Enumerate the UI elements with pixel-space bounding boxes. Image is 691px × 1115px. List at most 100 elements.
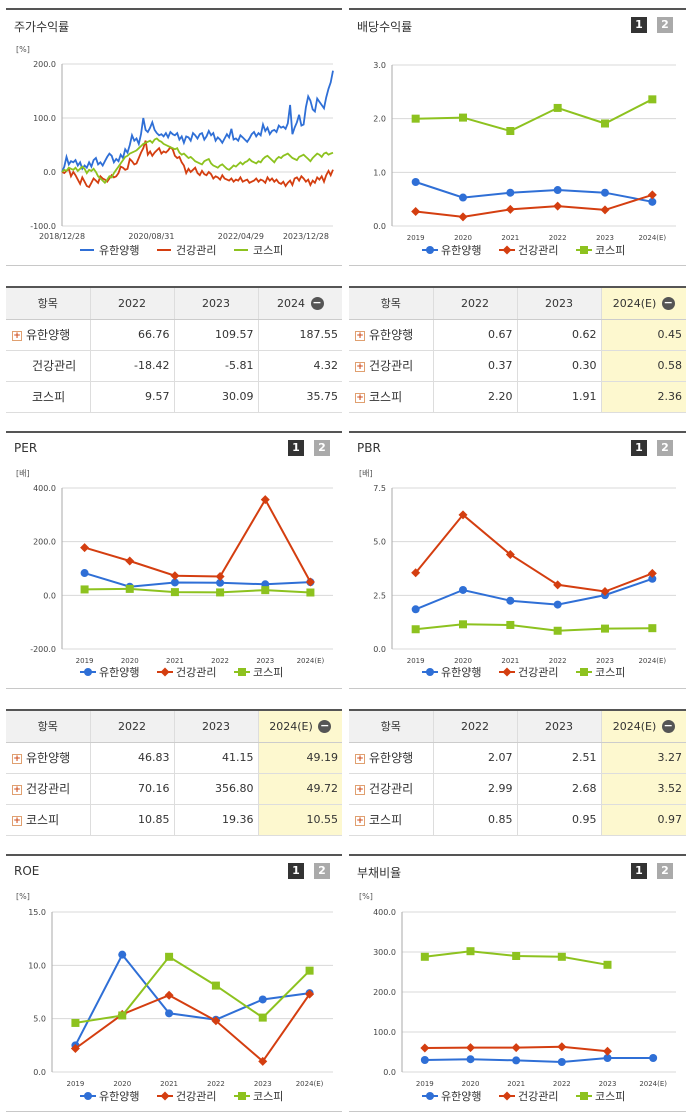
- y-tick-label: 0.0: [373, 645, 386, 654]
- cell: 109.57: [174, 319, 259, 351]
- col-header-last: 2024(E) −: [601, 287, 686, 320]
- pbr-table: 항목 2022 2023 2024(E) − + 유한양행 2.07 2.51 3…: [349, 709, 686, 836]
- page-1-button[interactable]: 1: [631, 17, 647, 33]
- expand-icon[interactable]: +: [355, 330, 365, 341]
- cell: 0.45: [601, 319, 686, 351]
- x-tick-label: 2024(E): [638, 657, 666, 665]
- page-2-button[interactable]: 2: [314, 440, 330, 456]
- row-name: + 유한양행: [349, 742, 434, 774]
- expand-icon[interactable]: +: [12, 330, 22, 341]
- table-row: + 유한양행 46.83 41.15 49.19: [6, 742, 342, 774]
- legend-label: 유한양행: [99, 244, 139, 257]
- table-row: + 유한양행 0.67 0.62 0.45: [349, 319, 686, 351]
- x-tick-label: 2019: [76, 657, 94, 665]
- page-1-button[interactable]: 1: [288, 440, 304, 456]
- page-1-button[interactable]: 1: [631, 440, 647, 456]
- data-point: [647, 190, 657, 200]
- cell: 2.07: [433, 742, 518, 774]
- data-point: [170, 588, 179, 597]
- stock-return-table: 항목 2022 2023 2024 − + 유한양행 66.76 109.57 1…: [6, 286, 342, 413]
- col-header: 2022: [90, 287, 175, 320]
- data-point: [557, 952, 566, 961]
- data-point: [170, 571, 180, 581]
- data-point: [553, 201, 563, 211]
- y-tick-label: 3.0: [373, 61, 386, 70]
- y-tick-label: 0.0: [43, 168, 56, 177]
- data-point: [603, 1046, 612, 1056]
- row-name: + 건강관리: [6, 773, 91, 805]
- table-row: + 건강관리 70.16 356.80 49.72: [6, 773, 342, 805]
- y-tick-label: -100.0: [30, 222, 56, 231]
- data-point: [648, 574, 657, 583]
- x-tick-label: 2019: [407, 657, 425, 665]
- data-point: [512, 1056, 521, 1065]
- data-point: [506, 596, 515, 605]
- x-tick-label: 2024(E): [638, 234, 666, 242]
- data-point: [459, 193, 467, 202]
- data-point: [557, 1042, 567, 1052]
- data-point: [260, 495, 270, 505]
- legend-label: 유한양행: [441, 666, 481, 679]
- page-1-button[interactable]: 1: [631, 863, 647, 879]
- y-tick-label: -200.0: [30, 645, 56, 654]
- data-point: [600, 205, 610, 215]
- series-line: [415, 181, 653, 203]
- legend-label: 건강관리: [518, 666, 558, 679]
- page-2-button[interactable]: 2: [657, 440, 673, 456]
- data-point: [420, 952, 429, 961]
- data-point: [258, 1056, 268, 1066]
- expand-icon[interactable]: +: [355, 815, 365, 826]
- row-name: 건강관리: [6, 350, 91, 382]
- data-point: [411, 207, 421, 217]
- table-row: + 유한양행 66.76 109.57 187.55: [6, 319, 342, 351]
- row-name: + 유한양행: [6, 319, 91, 351]
- x-tick-label: 2019: [407, 234, 425, 242]
- legend-label: 코스피: [253, 244, 283, 257]
- y-tick-label: 400.0: [373, 908, 396, 917]
- panel-title: 배당수익률: [357, 20, 413, 34]
- data-point: [601, 624, 609, 633]
- col-header: 2023: [174, 287, 259, 320]
- page-2-button[interactable]: 2: [657, 17, 673, 33]
- collapse-icon[interactable]: −: [318, 719, 332, 733]
- expand-icon[interactable]: +: [355, 784, 365, 795]
- legend-marker: [502, 1091, 512, 1101]
- data-point: [420, 1056, 429, 1064]
- expand-icon[interactable]: +: [12, 815, 22, 826]
- expand-icon[interactable]: +: [355, 392, 365, 403]
- row-name: 코스피: [6, 381, 91, 413]
- row-name: + 건강관리: [349, 773, 434, 805]
- y-tick-label: 5.0: [33, 1015, 46, 1024]
- expand-icon[interactable]: +: [12, 784, 22, 795]
- x-tick-label: 2019: [67, 1080, 85, 1088]
- collapse-icon[interactable]: −: [310, 296, 324, 310]
- data-point: [420, 1043, 430, 1053]
- legend-marker: [426, 246, 434, 254]
- collapse-icon[interactable]: −: [661, 719, 675, 733]
- data-point: [118, 950, 127, 959]
- page-1-button[interactable]: 1: [288, 863, 304, 879]
- collapse-icon[interactable]: −: [661, 296, 675, 310]
- data-point: [506, 188, 515, 197]
- expand-icon[interactable]: +: [12, 753, 22, 764]
- cell: 9.57: [90, 381, 175, 413]
- x-tick-label: 2024(E): [297, 657, 325, 665]
- legend-label: 코스피: [253, 666, 283, 679]
- expand-icon[interactable]: +: [355, 361, 365, 372]
- series-line: [84, 572, 311, 588]
- cell: 0.37: [433, 350, 518, 382]
- legend-label: 건강관리: [518, 1090, 558, 1103]
- data-point: [71, 1018, 80, 1027]
- x-tick-label: 2022: [549, 657, 567, 665]
- cell: 0.30: [517, 350, 602, 382]
- legend-marker: [160, 667, 170, 677]
- x-tick-label: 2023: [254, 1080, 272, 1088]
- col-header: 2023: [517, 710, 602, 743]
- data-point: [505, 204, 515, 214]
- expand-icon[interactable]: +: [355, 753, 365, 764]
- cell: 187.55: [258, 319, 342, 351]
- data-point: [601, 119, 609, 128]
- page-2-button[interactable]: 2: [657, 863, 673, 879]
- page-2-button[interactable]: 2: [314, 863, 330, 879]
